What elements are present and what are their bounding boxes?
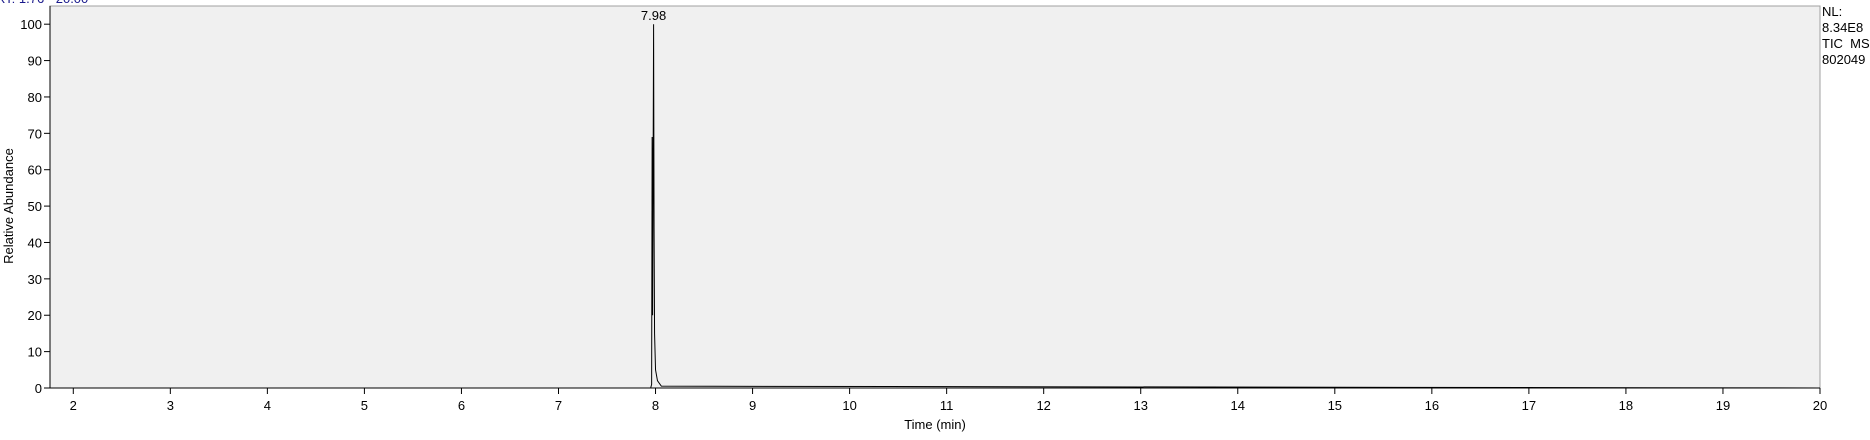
x-tick-label: 14 (1231, 398, 1245, 413)
x-tick-label: 17 (1522, 398, 1536, 413)
x-tick-label: 12 (1036, 398, 1050, 413)
x-tick-label: 5 (361, 398, 368, 413)
range-header: RT: 1.76 - 20.00 (0, 0, 88, 6)
y-tick-label: 10 (28, 345, 42, 360)
x-tick-label: 9 (749, 398, 756, 413)
y-axis-label: Relative Abundance (1, 148, 16, 264)
plot-area (49, 5, 1821, 389)
x-tick-label: 10 (842, 398, 856, 413)
x-tick-label: 20 (1813, 398, 1827, 413)
peak-label: 7.98 (641, 8, 666, 23)
x-tick-label: 8 (652, 398, 659, 413)
y-tick-label: 70 (28, 126, 42, 141)
x-tick-label: 13 (1133, 398, 1147, 413)
y-tick-label: 30 (28, 272, 42, 287)
x-tick-label: 6 (458, 398, 465, 413)
x-tick-label: 15 (1328, 398, 1342, 413)
y-tick-label: 50 (28, 199, 42, 214)
x-tick-label: 11 (940, 398, 954, 413)
x-tick-label: 18 (1619, 398, 1633, 413)
x-tick-label: 2 (70, 398, 77, 413)
side-note: TIC MS (1822, 36, 1870, 51)
side-note: 802049 (1822, 52, 1865, 67)
y-tick-label: 90 (28, 54, 42, 69)
x-tick-label: 16 (1425, 398, 1439, 413)
y-tick-label: 0 (35, 381, 42, 396)
x-tick-label: 19 (1716, 398, 1730, 413)
trace (50, 24, 1821, 389)
x-tick-label: 3 (167, 398, 174, 413)
y-tick-label: 100 (20, 17, 42, 32)
side-note: 8.34E8 (1822, 20, 1863, 35)
x-axis-label: Time (min) (904, 417, 966, 432)
y-tick-label: 60 (28, 163, 42, 178)
x-tick-label: 4 (264, 398, 271, 413)
y-tick-label: 20 (28, 308, 42, 323)
side-note: NL: (1822, 4, 1842, 19)
y-tick-label: 40 (28, 235, 42, 250)
y-tick-label: 80 (28, 90, 42, 105)
x-tick-label: 7 (555, 398, 562, 413)
